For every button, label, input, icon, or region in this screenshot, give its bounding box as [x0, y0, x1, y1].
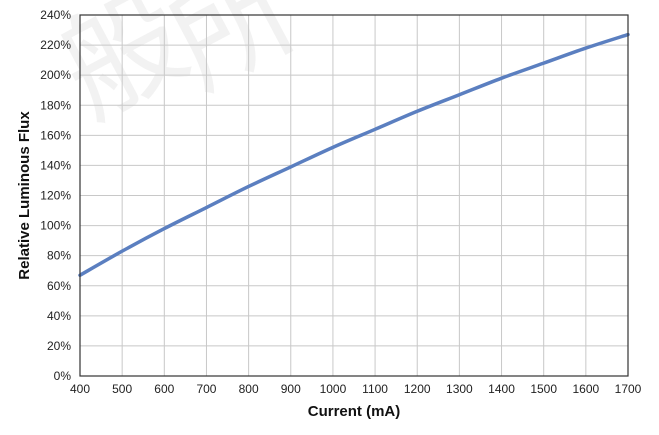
y-tick-label: 60% [47, 279, 71, 293]
watermark-layer: 般所 [39, 0, 318, 143]
x-tick-label: 1500 [530, 382, 557, 396]
y-tick-label: 180% [40, 98, 71, 112]
y-tick-label: 100% [40, 219, 71, 233]
series-layer [78, 32, 630, 277]
y-tick-label: 200% [40, 68, 71, 82]
y-axis-title: Relative Luminous Flux [16, 111, 33, 280]
y-tick-label: 160% [40, 128, 71, 142]
x-tick-label: 900 [281, 382, 301, 396]
x-tick-label: 1700 [615, 382, 642, 396]
x-tick-label: 1000 [320, 382, 347, 396]
x-tick-label: 1100 [362, 382, 388, 396]
y-tick-label: 0% [54, 369, 72, 383]
plot-frame [79, 14, 629, 377]
y-tick-label: 140% [40, 158, 71, 172]
y-tick-label: 80% [47, 249, 71, 263]
flux-series-line [78, 32, 630, 277]
y-tick-label: 220% [40, 38, 71, 52]
x-tick-label: 1300 [446, 382, 473, 396]
x-axis-title: Current (mA) [308, 403, 401, 420]
x-tick-label: 400 [70, 382, 90, 396]
x-tick-label: 1200 [404, 382, 431, 396]
x-tick-label: 500 [112, 382, 132, 396]
x-tick-labels: 400 500 600 700 800 900 1000 1100 1200 1300 1400 15… [70, 382, 642, 396]
x-tick-label: 700 [196, 382, 216, 396]
y-tick-label: 40% [47, 309, 71, 323]
x-tick-label: 600 [154, 382, 174, 396]
grid-layer [79, 14, 629, 377]
x-tick-label: 1400 [488, 382, 515, 396]
y-tick-label: 120% [40, 189, 71, 203]
y-tick-label: 20% [47, 339, 71, 353]
y-tick-labels: 0% 20% 40% 60% 80% 100% 120% 140% 160% 180% 200% 22… [40, 8, 71, 383]
y-tick-label: 240% [40, 8, 71, 22]
x-tick-label: 800 [239, 382, 259, 396]
x-tick-label: 1600 [572, 382, 599, 396]
